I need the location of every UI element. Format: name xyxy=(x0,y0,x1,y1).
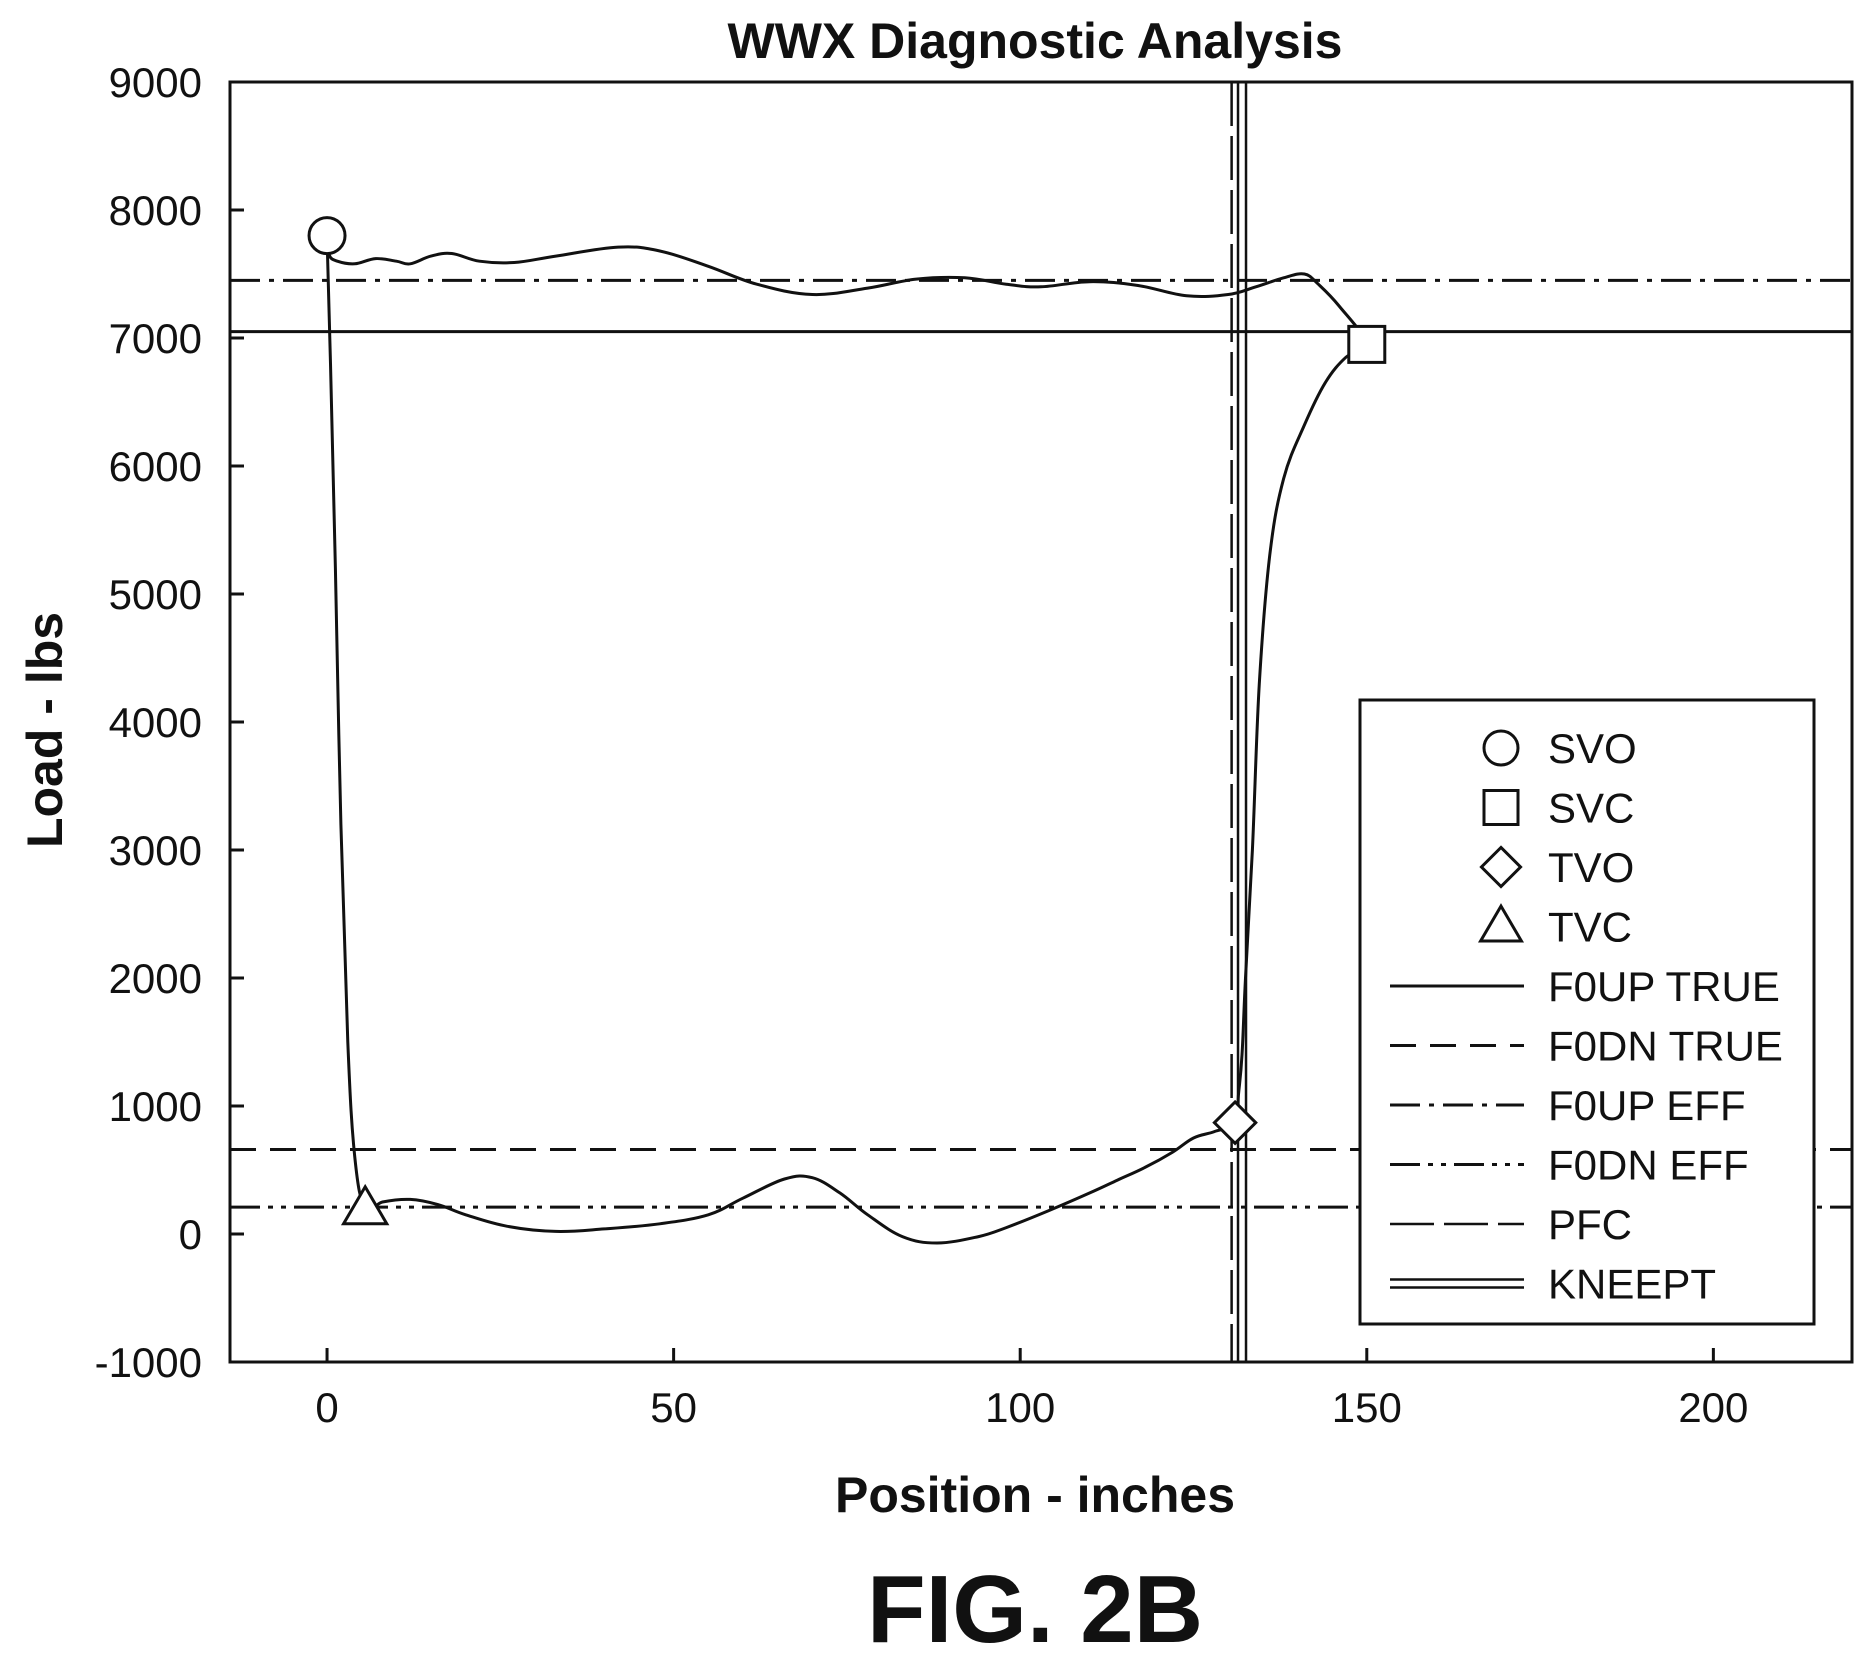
legend-swatch-svo xyxy=(1482,729,1520,767)
x-tick-label: 100 xyxy=(985,1384,1055,1431)
x-tick-label: 50 xyxy=(650,1384,697,1431)
x-axis-label: Position - inches xyxy=(835,1467,1235,1523)
legend-swatch-tvc xyxy=(1477,903,1525,943)
legend: SVO SVC TVO TVC F0UP TRUE F0DN TRUE F0UP EFF F0… xyxy=(1358,698,1816,1326)
legend-swatch-svc xyxy=(1482,789,1520,826)
x-tick-label: 0 xyxy=(315,1384,338,1431)
legend-entry-kneept: KNEEPT xyxy=(1390,1261,1716,1308)
legend-label-f0dn-eff: F0DN EFF xyxy=(1548,1142,1749,1189)
svc-marker xyxy=(1347,324,1387,364)
x-axis: 0 50 100 150 200 xyxy=(315,1348,1748,1431)
legend-swatch-tvo xyxy=(1479,845,1523,889)
legend-entry-f0dn-true: F0DN TRUE xyxy=(1390,1023,1783,1070)
y-tick-label: 1000 xyxy=(109,1083,202,1130)
event-markers xyxy=(307,216,1387,1226)
y-tick-label: 7000 xyxy=(109,315,202,362)
y-tick-label: 6000 xyxy=(109,443,202,490)
legend-entry-f0up-true: F0UP TRUE xyxy=(1390,963,1780,1010)
legend-entry-f0up-eff: F0UP EFF xyxy=(1390,1082,1746,1129)
y-tick-label: 8000 xyxy=(109,187,202,234)
figure-label: FIG. 2B xyxy=(867,1556,1203,1662)
y-tick-label: 4000 xyxy=(109,699,202,746)
chart-title: WWX Diagnostic Analysis xyxy=(728,13,1343,69)
kneept-line xyxy=(1236,82,1248,1362)
legend-label-svo: SVO xyxy=(1548,725,1637,772)
legend-box xyxy=(1358,698,1816,1326)
y-tick-label: 3000 xyxy=(109,827,202,874)
legend-entry-svo: SVO xyxy=(1482,725,1637,772)
legend-entry-svc: SVC xyxy=(1482,785,1634,832)
card-curve xyxy=(325,235,1369,1245)
legend-label-kneept: KNEEPT xyxy=(1548,1261,1716,1308)
legend-label-svc: SVC xyxy=(1548,785,1634,832)
svo-marker xyxy=(307,216,347,256)
legend-label-f0up-eff: F0UP EFF xyxy=(1548,1082,1746,1129)
legend-entry-pfc: PFC xyxy=(1390,1201,1632,1248)
legend-entry-tvo: TVO xyxy=(1479,844,1634,891)
y-tick-label: 9000 xyxy=(109,59,202,106)
legend-label-f0up-true: F0UP TRUE xyxy=(1548,963,1780,1010)
y-tick-label: -1000 xyxy=(95,1339,202,1386)
tvc-marker xyxy=(340,1183,390,1226)
legend-entry-f0dn-eff: F0DN EFF xyxy=(1390,1142,1749,1189)
x-tick-label: 200 xyxy=(1678,1384,1748,1431)
y-tick-label: 5000 xyxy=(109,571,202,618)
legend-entry-tvc: TVC xyxy=(1477,903,1632,951)
y-axis: -1000 0 1000 2000 3000 4000 5000 6000 7000 8000 90… xyxy=(95,59,244,1386)
tvo-marker xyxy=(1212,1099,1258,1146)
y-tick-label: 2000 xyxy=(109,955,202,1002)
y-tick-label: 0 xyxy=(179,1211,202,1258)
legend-label-tvc: TVC xyxy=(1548,904,1632,951)
legend-label-pfc: PFC xyxy=(1548,1201,1632,1248)
legend-label-tvo: TVO xyxy=(1548,844,1634,891)
dynamometer-card xyxy=(325,235,1369,1245)
x-tick-label: 150 xyxy=(1332,1384,1402,1431)
y-axis-label: Load - lbs xyxy=(17,612,73,848)
legend-swatch-kneept xyxy=(1390,1278,1524,1289)
legend-label-f0dn-true: F0DN TRUE xyxy=(1548,1023,1783,1070)
